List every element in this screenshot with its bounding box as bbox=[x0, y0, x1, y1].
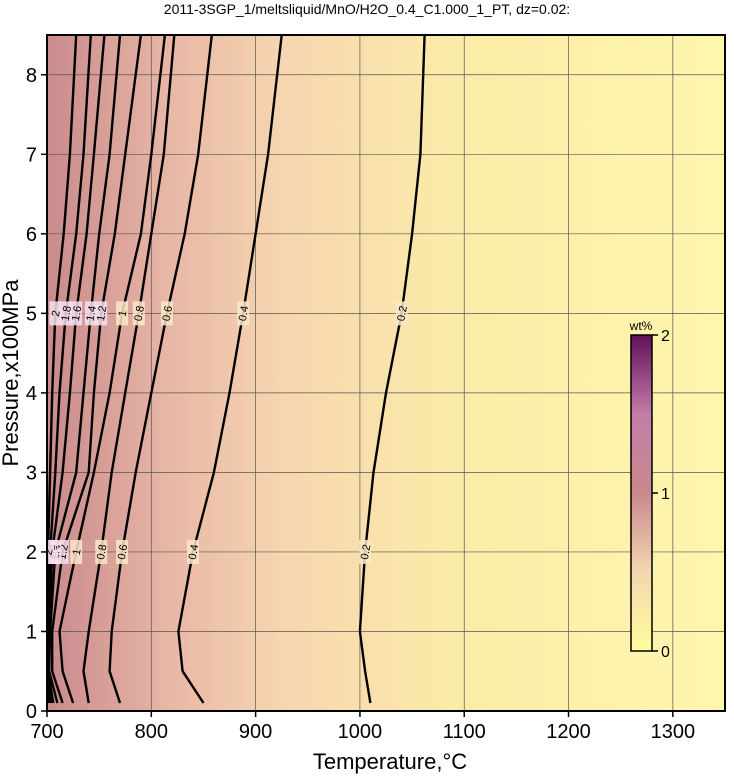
x-tick-label: 900 bbox=[239, 721, 272, 743]
contour-label: 2 bbox=[50, 309, 63, 317]
y-tick-label: 1 bbox=[26, 621, 37, 643]
contour-label-background bbox=[132, 301, 145, 326]
x-tick-label: 1300 bbox=[651, 721, 696, 743]
y-tick-label: 7 bbox=[26, 144, 37, 166]
contour-label-background bbox=[84, 301, 97, 326]
colorbar-tick-label: 2 bbox=[661, 328, 670, 345]
y-tick-label: 6 bbox=[26, 224, 37, 246]
contour-label: 0.8 bbox=[133, 305, 147, 322]
contour-label: 1.6 bbox=[70, 305, 84, 322]
contour-line bbox=[82, 35, 176, 704]
y-tick-label: 3 bbox=[26, 462, 37, 484]
contour-label: 0.2 bbox=[395, 305, 409, 322]
x-tick-label: 800 bbox=[135, 721, 168, 743]
colorbar-label: wt% bbox=[629, 319, 653, 333]
contour-label-background bbox=[95, 539, 108, 564]
x-tick-label: 1100 bbox=[443, 721, 486, 743]
grid bbox=[46, 35, 725, 712]
contour-label: 0.4 bbox=[237, 305, 251, 322]
contour-label-background bbox=[70, 539, 83, 564]
x-axis-label: Temperature,°C bbox=[313, 749, 467, 774]
contours: 0.20.20.40.40.60.60.80.8111.21.21.41.41.… bbox=[43, 35, 426, 704]
plot-frame bbox=[46, 34, 726, 712]
contour-line bbox=[51, 35, 143, 704]
x-tick-label: 700 bbox=[30, 721, 63, 743]
contour-label: 1 bbox=[71, 548, 84, 556]
contour-label-background bbox=[95, 301, 108, 326]
contour-label: 0.6 bbox=[161, 305, 175, 322]
contour-label-background bbox=[116, 301, 129, 326]
contour-label: 0.6 bbox=[116, 544, 130, 561]
contour-line bbox=[47, 35, 78, 704]
y-tick-label: 5 bbox=[26, 303, 37, 325]
x-tick-label: 1200 bbox=[546, 721, 591, 743]
contour-label-background bbox=[187, 539, 200, 564]
plot-background bbox=[47, 35, 725, 711]
axes: 700 800 900 1000 1100 1200 1300 0 1 2 3 4 5 6 7 8 bbox=[26, 65, 695, 743]
contour-label: 1.2 bbox=[95, 305, 109, 322]
contour-label: 1.8 bbox=[60, 305, 74, 322]
x-tick-label: 1000 bbox=[338, 721, 383, 743]
contour-label: 0.2 bbox=[359, 544, 373, 561]
contour-line bbox=[358, 35, 426, 704]
contour-label: 0.8 bbox=[95, 544, 109, 561]
contour-line bbox=[58, 35, 167, 704]
contour-line bbox=[177, 35, 283, 704]
contour-label-background bbox=[56, 539, 69, 564]
contour-label: 2 bbox=[43, 548, 56, 556]
y-tick-label: 4 bbox=[26, 383, 37, 405]
contour-label: 0.4 bbox=[187, 544, 201, 561]
contour-label-background bbox=[49, 301, 62, 326]
contour-label: 1 bbox=[117, 309, 130, 317]
contour-label-background bbox=[359, 539, 372, 564]
colorbar-tick-label: 0 bbox=[661, 644, 670, 661]
y-tick-label: 2 bbox=[26, 542, 37, 564]
chart-title: 2011-3SGP_1/meltsliquid/MnO/H2O_0.4_C1.0… bbox=[164, 1, 570, 17]
contour-line bbox=[108, 35, 213, 704]
contour-label-background bbox=[395, 301, 408, 326]
contour-label-background bbox=[47, 539, 55, 564]
contour-label-background bbox=[237, 301, 250, 326]
y-axis-label: Pressure,x100MPa bbox=[0, 279, 23, 467]
contour-label-background bbox=[70, 301, 83, 326]
contour-label-background bbox=[59, 301, 72, 326]
contour-label: 1.4 bbox=[85, 305, 99, 322]
y-tick-label: 8 bbox=[26, 65, 37, 87]
contour-label-background bbox=[160, 301, 173, 326]
y-tick-label: 0 bbox=[26, 701, 37, 723]
colorbar bbox=[630, 334, 653, 652]
contour-label-background bbox=[116, 539, 129, 564]
colorbar-tick-label: 1 bbox=[661, 486, 670, 503]
